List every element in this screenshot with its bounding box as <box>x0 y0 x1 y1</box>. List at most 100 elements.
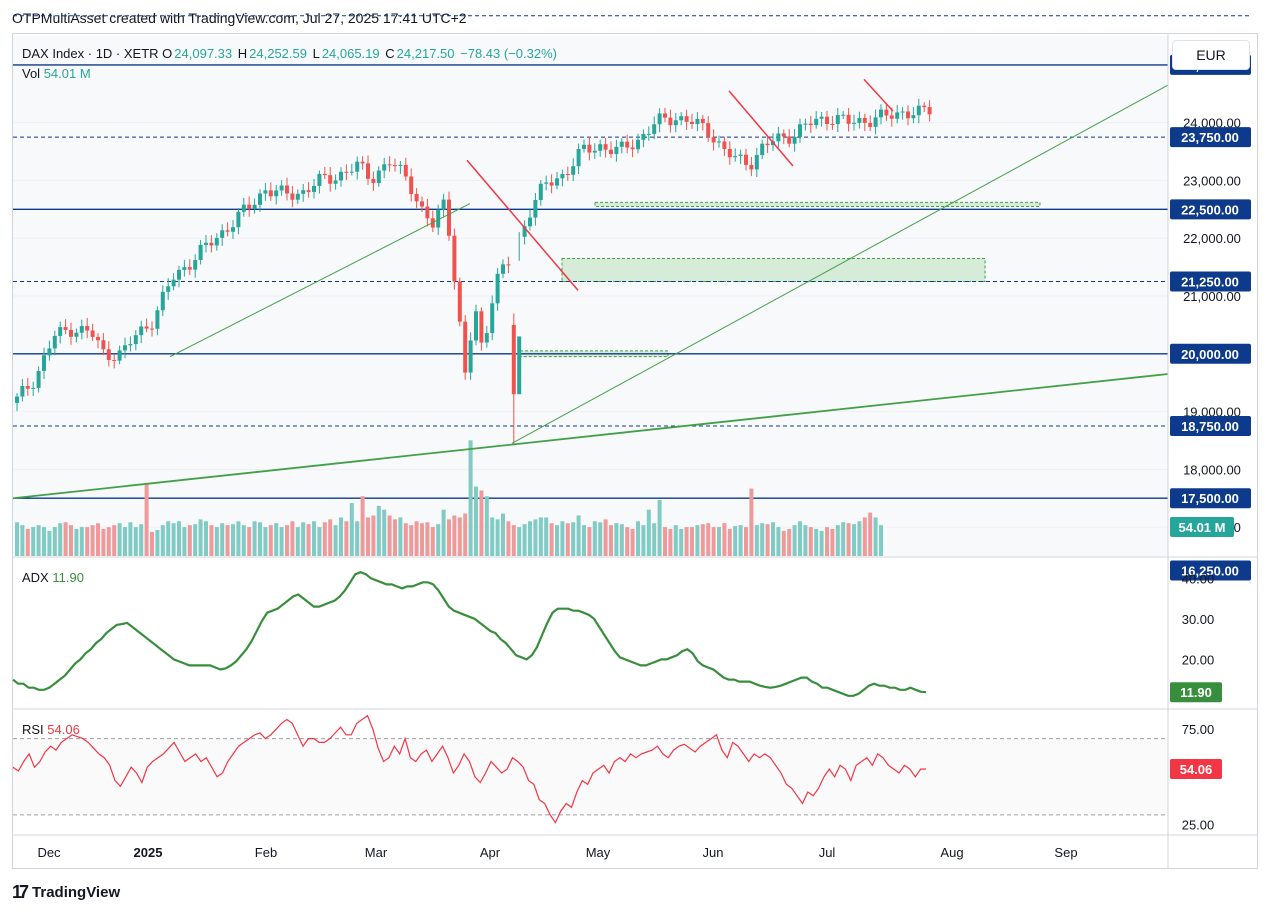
volume-bar <box>155 529 160 556</box>
volume-bar <box>868 512 873 556</box>
time-axis-label: Mar <box>365 845 388 860</box>
candle-body <box>630 147 635 150</box>
candle-body <box>317 173 322 186</box>
candle-body <box>549 182 554 186</box>
level-label: 20,000.00 <box>1181 347 1239 362</box>
volume-bar <box>744 527 748 556</box>
volume-bar <box>717 527 721 556</box>
volume-bar <box>781 530 786 556</box>
volume-bar <box>209 525 214 556</box>
volume-bar <box>792 525 797 556</box>
volume-bar <box>727 529 732 556</box>
volume-bar <box>798 521 802 556</box>
volume-bar <box>565 523 570 556</box>
volume-bar <box>133 527 138 556</box>
candle-body <box>673 120 678 126</box>
time-axis-label: Jul <box>819 845 836 860</box>
volume-bar <box>549 523 554 556</box>
candle-body <box>722 141 727 149</box>
candle-body <box>263 190 268 194</box>
tradingview-mark-icon: 17 <box>12 882 29 902</box>
candle-body <box>879 109 883 118</box>
volume-bar <box>560 521 565 556</box>
candle-body <box>738 154 743 157</box>
adx-tick-label: 40.00 <box>1182 571 1215 586</box>
candle-body <box>835 115 840 125</box>
volume-bar <box>603 519 608 556</box>
volume-bar <box>420 523 424 556</box>
candle-body <box>528 217 532 227</box>
volume-bar <box>344 521 349 556</box>
candle-body <box>322 173 327 176</box>
candle-body <box>106 349 111 361</box>
volume-last-label: 54.01 M <box>1179 520 1226 535</box>
candle-body <box>79 326 84 333</box>
candle-body <box>727 148 732 158</box>
volume-bar <box>679 529 684 556</box>
volume-bar <box>274 523 279 556</box>
candle-body <box>371 178 376 183</box>
volume-bar <box>879 525 883 556</box>
level-label-box <box>1170 199 1251 220</box>
volume-bar <box>263 527 268 556</box>
candle-body <box>592 150 597 153</box>
volume-bar <box>625 527 630 556</box>
volume-bar <box>42 527 46 556</box>
candle-body <box>495 273 500 304</box>
adx-legend: ADX 11.90 <box>22 570 84 585</box>
volume-bar <box>484 496 489 556</box>
candle-body <box>290 193 295 200</box>
volume-bar <box>295 527 300 556</box>
candle-body <box>765 143 770 146</box>
volume-bar <box>85 527 90 556</box>
rsi-line <box>12 714 927 824</box>
candle-body <box>711 137 716 143</box>
volume-bar <box>673 525 678 556</box>
volume-bar <box>355 521 360 556</box>
candle-body <box>171 279 176 287</box>
volume-bar <box>74 529 79 556</box>
candle-body <box>690 121 694 124</box>
price-tick-label: 21,000.00 <box>1183 289 1241 304</box>
volume-bar <box>301 522 306 556</box>
support-zone <box>561 257 986 283</box>
price-tick-label: 19,000.00 <box>1183 405 1241 420</box>
time-axis-label: Apr <box>480 845 501 860</box>
volume-bar <box>528 521 532 556</box>
time-axis-label: Jun <box>703 845 724 860</box>
candle-body <box>177 269 181 280</box>
candle-body <box>301 190 306 194</box>
ohlc-h: H 24,252.59 <box>234 46 307 61</box>
currency-button[interactable]: EUR <box>1172 40 1250 70</box>
volume-bar <box>139 524 144 556</box>
volume-bar <box>511 525 516 556</box>
rsi-title: RSI <box>22 722 44 737</box>
volume-bar <box>490 517 495 556</box>
volume-bar <box>425 522 430 556</box>
candle-body <box>560 174 565 179</box>
candle-body <box>209 242 214 246</box>
volume-bar <box>333 525 338 556</box>
volume-bar <box>506 521 511 556</box>
candle-body <box>517 336 522 395</box>
volume-bar <box>387 515 392 556</box>
candle-body <box>468 340 473 373</box>
candle-body <box>360 161 365 164</box>
candle-body <box>733 156 738 158</box>
candle-body <box>490 303 495 334</box>
candle-body <box>663 113 667 118</box>
candle-body <box>236 211 241 228</box>
volume-bar <box>733 526 738 556</box>
volume-bar <box>555 525 559 556</box>
level-label: 16,250.00 <box>1181 563 1239 578</box>
volume-bar <box>187 525 192 556</box>
trend-line <box>511 84 1169 444</box>
candle-body <box>376 170 381 183</box>
volume-bar <box>582 525 586 556</box>
volume-bar <box>376 505 381 556</box>
volume-bar <box>47 530 52 556</box>
candle-body <box>214 237 219 246</box>
tradingview-logo[interactable]: 17 TradingView <box>12 882 120 903</box>
adx-value: 11.90 <box>52 570 84 585</box>
